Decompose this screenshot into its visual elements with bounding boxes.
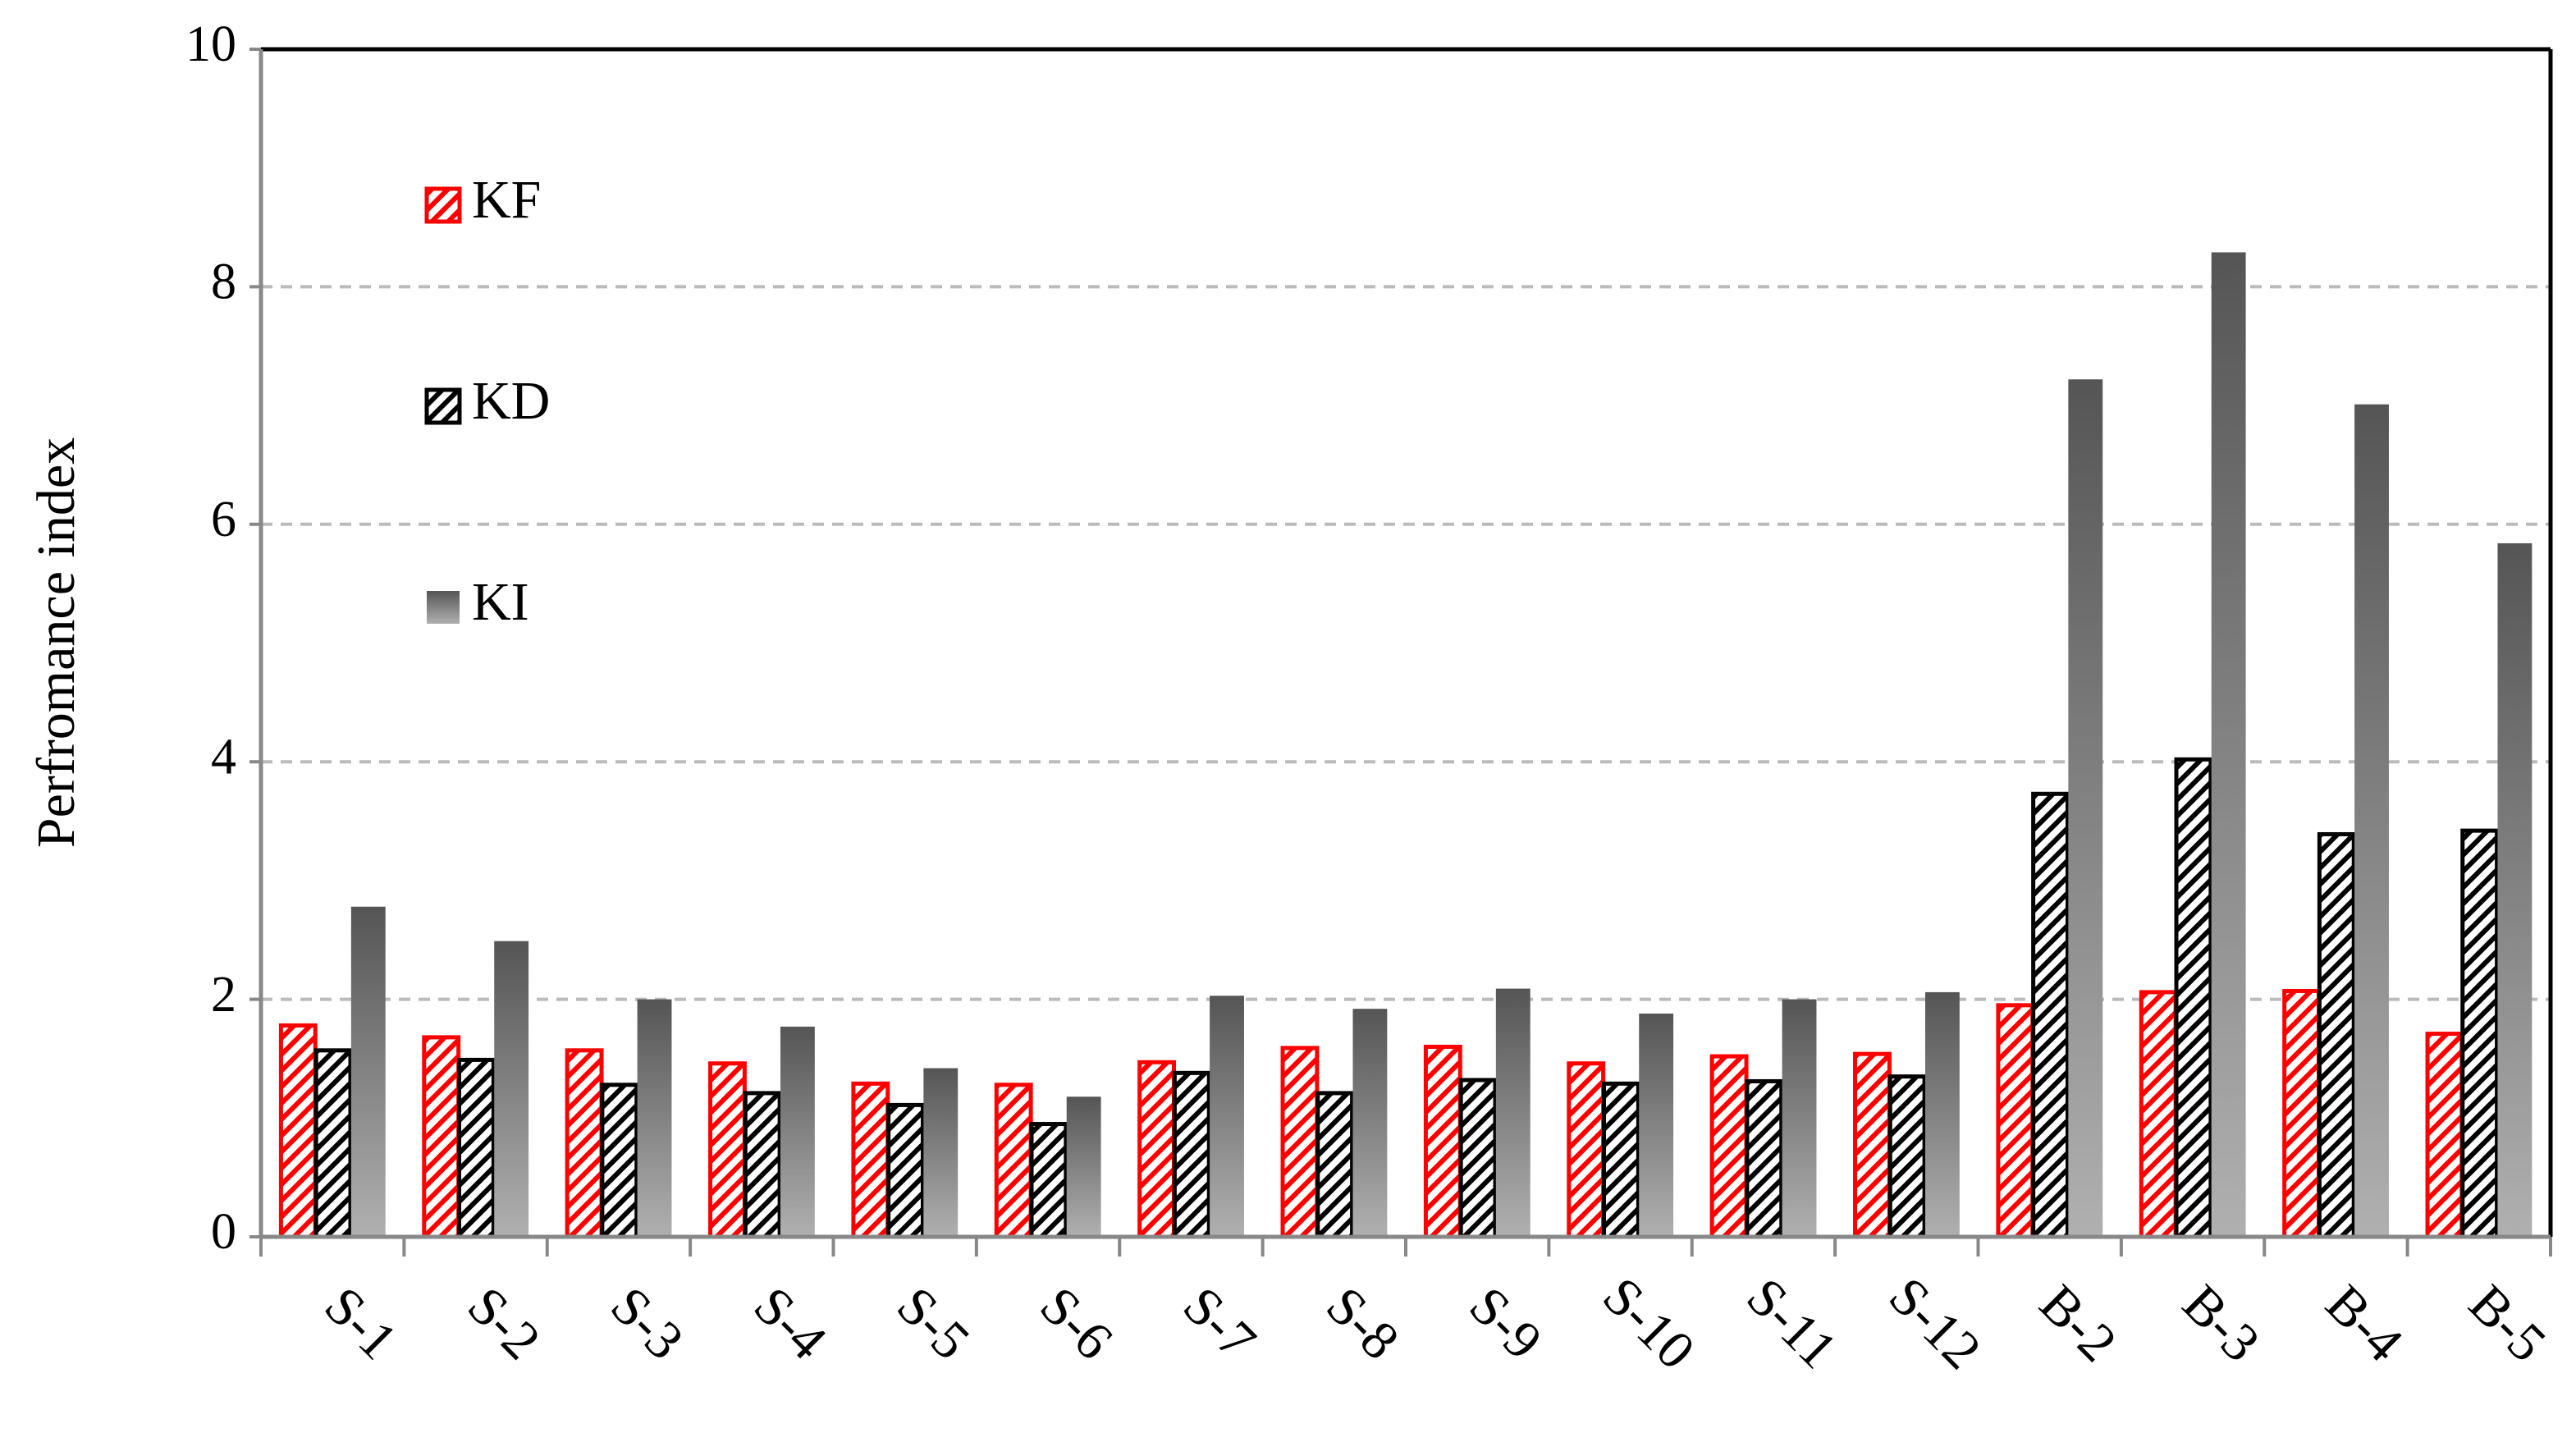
x-tick-label: B-3	[2171, 1274, 2272, 1374]
bar	[2354, 404, 2389, 1237]
bar	[1066, 1096, 1101, 1237]
bar	[923, 1068, 959, 1237]
x-tick-label: S-4	[743, 1275, 838, 1371]
bar	[1602, 1081, 1640, 1239]
x-tick-label: S-7	[1172, 1275, 1267, 1371]
bar	[2068, 379, 2103, 1237]
y-axis-label: Perfromance index	[26, 437, 86, 848]
bar	[994, 1083, 1033, 1239]
bar	[2282, 988, 2322, 1239]
bar	[1172, 1070, 1211, 1239]
bar	[1315, 1091, 1355, 1239]
bar	[1423, 1044, 1462, 1239]
bar	[1709, 1054, 1749, 1239]
bar	[1639, 1013, 1674, 1237]
bar	[1210, 996, 1244, 1237]
y-tick-label: 0	[211, 1204, 236, 1260]
bar	[565, 1048, 604, 1239]
y-tick-label: 4	[211, 729, 236, 785]
bar	[1352, 1009, 1388, 1237]
bar	[1782, 999, 1817, 1237]
bar	[600, 1083, 639, 1239]
legend-label: KF	[472, 170, 541, 230]
bar	[350, 906, 386, 1237]
bar	[2174, 757, 2213, 1239]
bar	[422, 1035, 461, 1239]
bar	[457, 1057, 496, 1239]
bar	[1924, 991, 1960, 1237]
x-tick-label: S-6	[1028, 1275, 1123, 1371]
bar	[780, 1026, 815, 1237]
y-tick-label: 8	[211, 254, 236, 310]
x-tick-label: S-11	[1735, 1266, 1848, 1380]
bar	[1280, 1046, 1320, 1239]
bar	[1996, 1003, 2035, 1239]
x-tick-label: B-4	[2314, 1274, 2414, 1374]
bar	[1029, 1122, 1068, 1239]
bar	[708, 1061, 747, 1239]
bar	[1887, 1074, 1927, 1239]
bar	[1745, 1078, 1784, 1239]
legend-label: KD	[472, 371, 550, 431]
bar	[1137, 1060, 1177, 1239]
bar	[2031, 791, 2070, 1239]
x-tick-label: S-5	[885, 1275, 981, 1371]
x-tick-label: B-5	[2457, 1274, 2557, 1374]
x-tick-label: S-8	[1315, 1275, 1410, 1371]
y-tick-label: 2	[211, 967, 236, 1023]
bar	[2425, 1032, 2464, 1239]
bar	[2317, 831, 2356, 1239]
legend-swatch	[424, 387, 462, 425]
bar	[743, 1091, 782, 1239]
x-tick-label: S-12	[1878, 1266, 1993, 1381]
bar	[278, 1023, 318, 1239]
bar	[2460, 828, 2500, 1239]
y-tick-label: 6	[211, 492, 236, 547]
legend-label: KI	[472, 572, 529, 632]
y-tick-label: 10	[185, 16, 236, 72]
bar	[851, 1081, 890, 1239]
bar	[886, 1102, 925, 1239]
x-tick-label: S-2	[456, 1275, 551, 1371]
bar	[494, 941, 529, 1237]
bar	[2497, 542, 2533, 1237]
legend-swatch	[424, 186, 462, 224]
legend-swatch	[427, 591, 460, 624]
bar	[637, 999, 672, 1237]
bar	[2211, 252, 2246, 1237]
bar	[1567, 1061, 1606, 1239]
bar	[313, 1048, 353, 1239]
x-tick-label: S-9	[1457, 1275, 1553, 1371]
bar	[1495, 988, 1531, 1237]
x-tick-label: B-2	[2028, 1274, 2128, 1374]
x-tick-label: S-1	[313, 1275, 408, 1371]
bar	[2139, 990, 2178, 1239]
bar	[1458, 1078, 1498, 1239]
x-tick-label: S-3	[599, 1275, 694, 1371]
x-tick-label: S-10	[1591, 1266, 1706, 1381]
bar	[1853, 1051, 1892, 1239]
